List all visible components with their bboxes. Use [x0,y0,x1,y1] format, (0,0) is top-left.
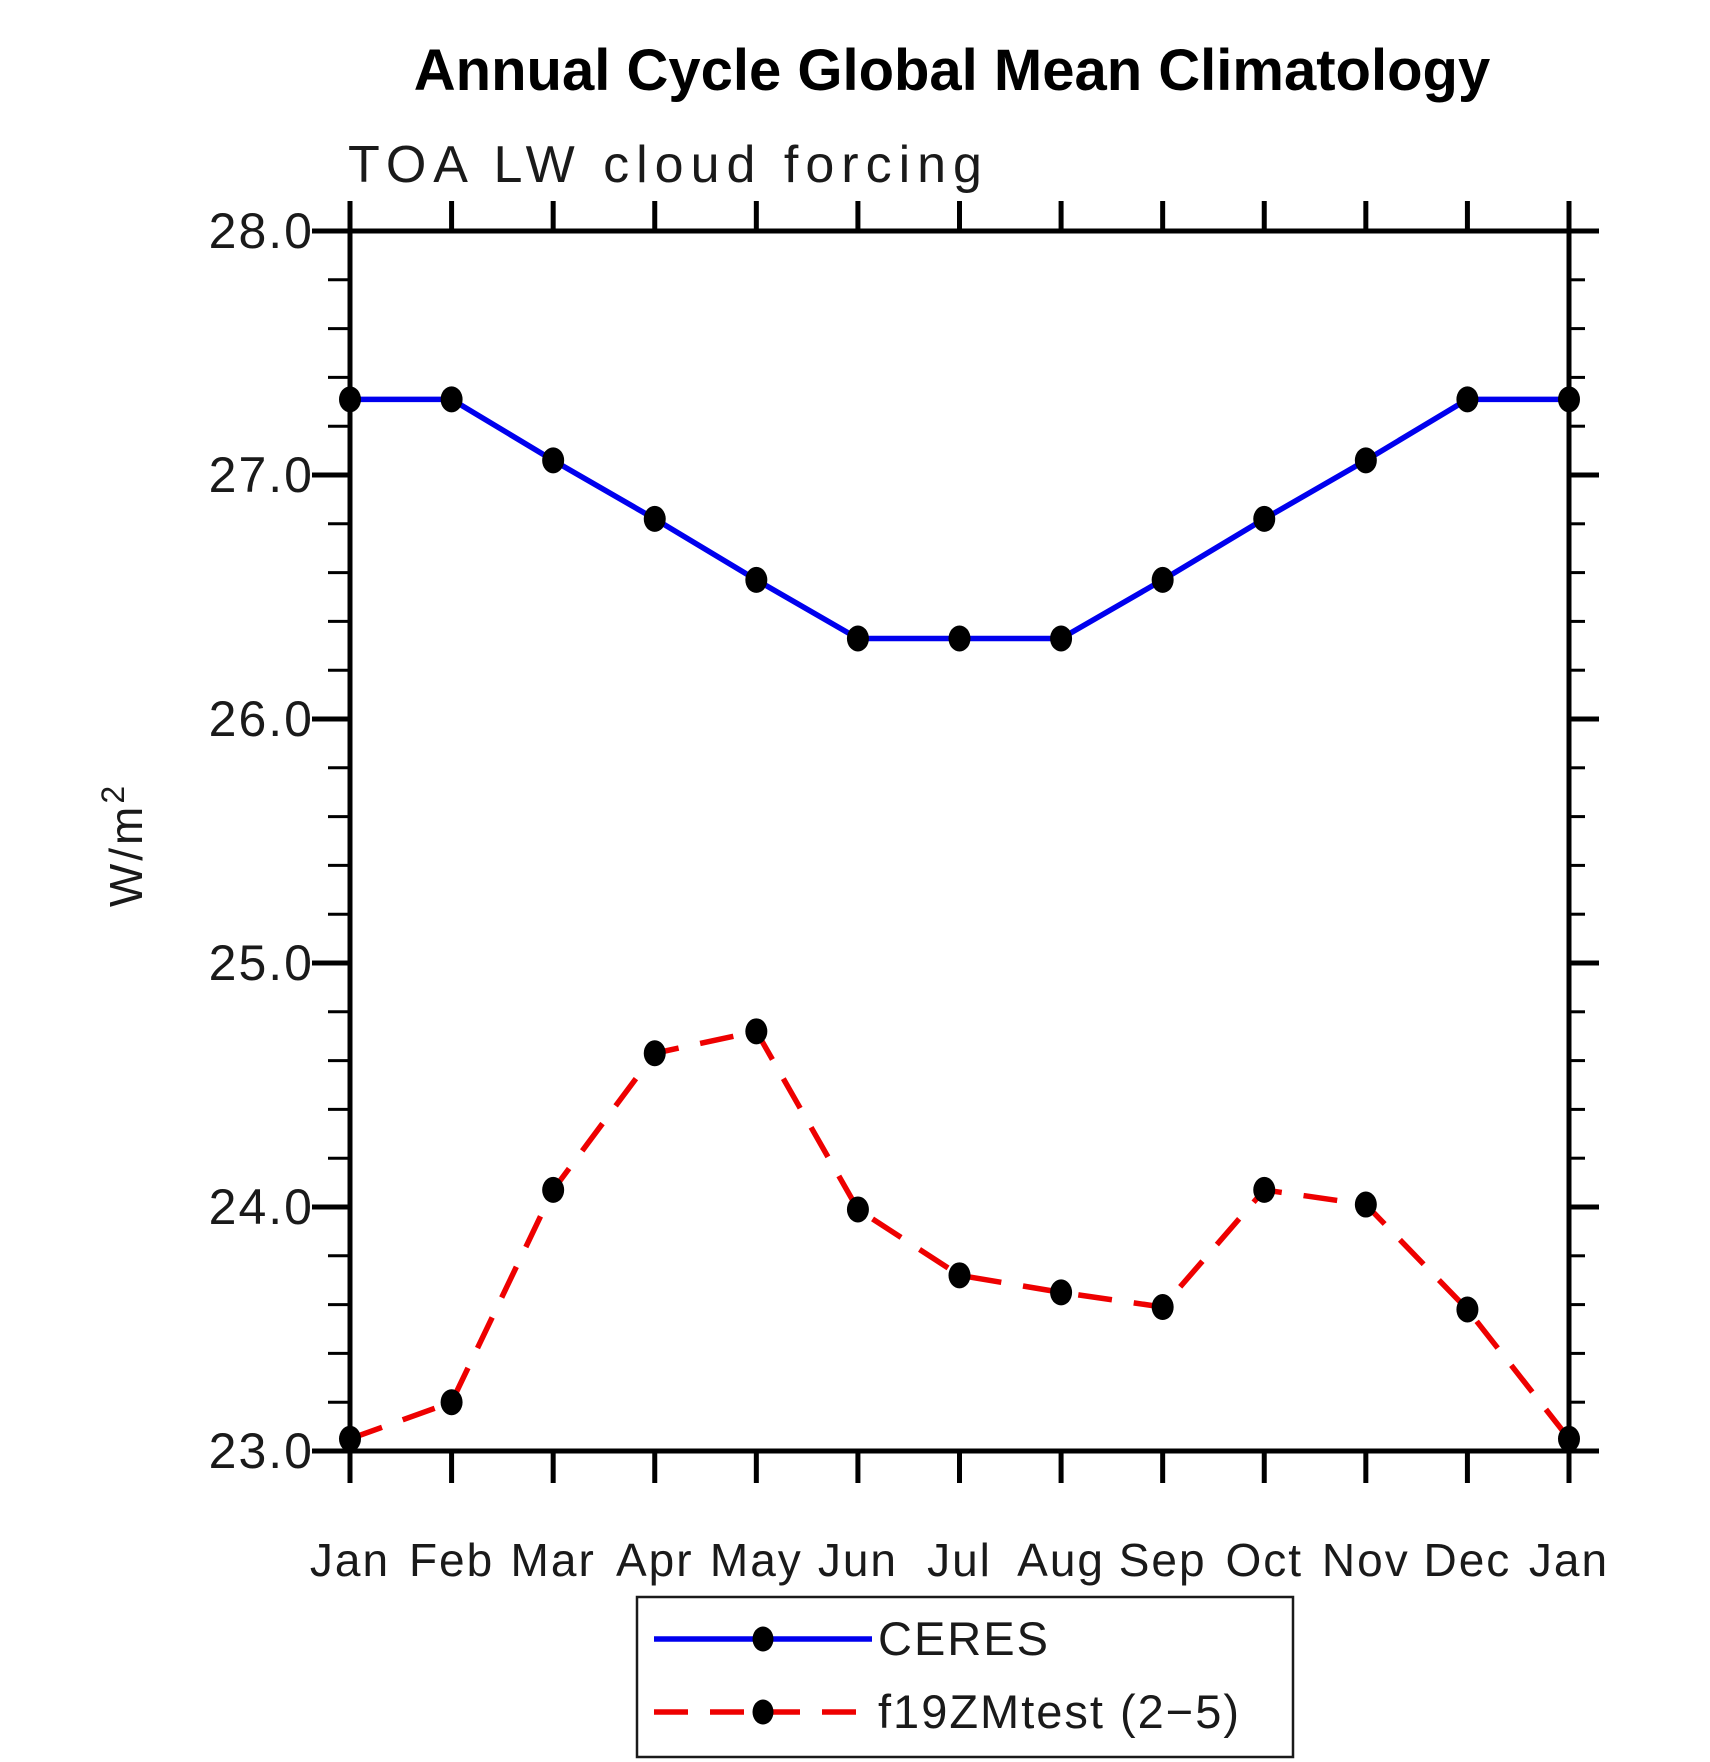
data-point [948,625,971,652]
x-tick-label: Jan [1529,1534,1609,1586]
data-point [1050,1279,1073,1306]
y-tick-label: 26.0 [209,691,314,747]
x-tick-label: Aug [1017,1534,1105,1586]
x-tick-label: Mar [511,1534,596,1586]
series-line-1 [349,1028,1572,1442]
data-point [1151,1294,1174,1321]
data-point [1151,566,1174,593]
legend-sample-marker [752,1626,774,1652]
x-tick-label: Dec [1424,1534,1512,1586]
x-tick-label: Jun [818,1534,898,1586]
y-tick-label: 24.0 [209,1179,314,1235]
data-point [440,386,463,413]
x-tick-label: Jul [927,1534,992,1586]
data-point [542,447,565,474]
axes-layer: 23.0 24.0 25.0 26.0 27.0 28.0 Jan Feb Mar Apr May J… [209,201,1609,1586]
data-point [1558,1425,1580,1452]
y-tick-label: 23.0 [209,1423,314,1479]
chart-subtitle: TOA LW cloud forcing [348,136,989,194]
data-point [643,505,666,532]
data-point [643,1040,666,1067]
data-point [1456,386,1479,413]
data-point [339,386,361,413]
data-point [1354,447,1377,474]
data-point [846,625,869,652]
y-tick-label: 28.0 [209,203,314,259]
data-point [1354,1191,1377,1218]
data-point [1050,625,1073,652]
y-axis-title-exponent: 2 [95,783,131,804]
legend-box [635,1595,1295,1759]
data-point [948,1262,971,1289]
y-axis-title-base: W/m [100,804,152,908]
series-line-0 [350,396,1569,642]
x-tick-label: Sep [1119,1534,1207,1586]
data-point [1456,1296,1479,1323]
x-tick-label: May [710,1534,803,1586]
data-point [846,1196,869,1223]
data-point [440,1389,463,1416]
data-point [542,1176,565,1203]
data-point [1253,505,1276,532]
series-layer [339,386,1580,1452]
data-point [745,1018,768,1045]
data-point [1558,386,1580,413]
x-tick-label: Jan [310,1534,390,1586]
data-point [339,1425,361,1452]
legend-label: f19ZMtest (2−5) [878,1685,1241,1738]
y-tick-label: 25.0 [209,935,314,991]
data-point [1253,1176,1276,1203]
x-tick-label: Feb [409,1534,494,1586]
x-tick-label: Apr [616,1534,694,1586]
x-tick-label: Nov [1322,1534,1410,1586]
legend-label: CERES [878,1612,1050,1665]
legend-layer: CERES f19ZMtest (2−5) [635,1595,1295,1759]
x-tick-label: Oct [1225,1534,1303,1586]
y-axis-title: W/m2 [95,783,152,907]
y-tick-label: 27.0 [209,447,314,503]
data-point [745,566,768,593]
chart-title: Annual Cycle Global Mean Climatology [414,38,1490,103]
legend-sample-marker [752,1699,774,1725]
